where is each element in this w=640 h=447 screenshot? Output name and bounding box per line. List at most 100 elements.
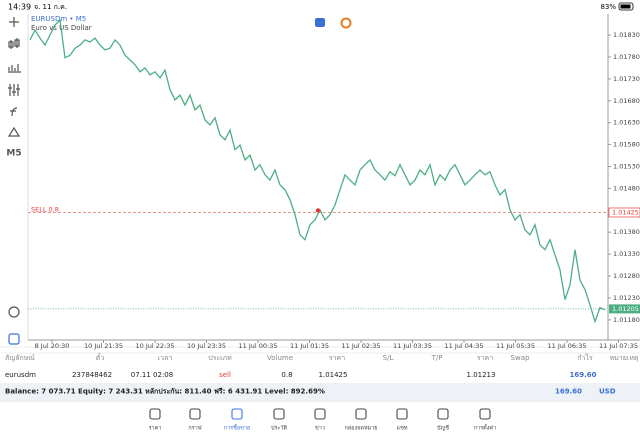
tab-icon [149,408,161,420]
table-header: กำไร [577,353,593,362]
tab-label: ข่าว [315,426,325,432]
tab-icon [355,408,367,420]
tab-icon [273,408,285,420]
signal-icon[interactable] [315,18,325,27]
chart-symbol: EURUSDm • M5 [31,15,86,23]
y-tick-label: 1.01580 [613,141,640,149]
timeframe[interactable]: M5 [6,149,21,159]
objects-icon[interactable] [7,126,21,137]
y-tick-label: 1.01480 [613,184,640,192]
table-header: Volume [267,354,293,362]
tab-label: บัญชี [437,425,449,432]
tab[interactable]: บัญชี [437,408,449,432]
tab[interactable]: ข่าว [314,408,326,432]
table-header: เวลา [158,354,173,362]
order-label: SELL 0.8 [31,205,59,213]
table-header: หมายเหตุ [610,354,639,362]
tab-icon [396,408,408,420]
crosshair-icon[interactable] [9,17,19,27]
tab[interactable]: แชท [396,408,408,432]
y-tick-label: 1.01530 [613,162,640,170]
y-tick-label: 1.01280 [613,272,640,280]
tab[interactable]: ราคา [149,408,162,432]
tab-icon [437,408,449,420]
y-tick-label: 1.01230 [613,294,640,302]
table-header: ราคา [329,354,345,362]
trade-icon[interactable] [8,333,20,345]
tab[interactable]: การตั้งค่า [474,408,496,432]
y-tick-label: 1.01730 [613,75,640,83]
balance-bar [0,383,640,400]
x-tick-label: 10 Jul 21:35 [84,342,123,350]
tab-label: ประวัติ [271,425,287,432]
table-header: Swap [511,354,530,362]
table-cell: 1.01425 [319,371,348,379]
tab-label: กล่องจดหมาย [344,426,377,432]
function-icon[interactable] [10,107,18,117]
x-tick-label: 11 Jul 00:35 [239,342,278,350]
table-cell: 169.60 [569,371,596,379]
x-tick-label: 8 Jul 20:30 [35,342,70,350]
x-tick-label: 11 Jul 07:35 [599,342,638,350]
x-tick-label: 11 Jul 06:35 [548,342,587,350]
tab[interactable]: การซื้อขาย [224,408,250,432]
status-battery: 83% [600,3,616,11]
tab-label: ราคา [149,426,162,432]
table-header: สัญลักษณ์ [5,354,35,362]
settings-icon[interactable] [8,84,20,96]
x-tick-label: 11 Jul 05:35 [496,342,535,350]
quote-icon[interactable] [340,17,352,29]
current-price-box [609,304,640,314]
table-cell: 0.8 [281,371,292,379]
chart-type-icon[interactable] [8,38,20,49]
y-tick-label: 1.01330 [613,250,640,258]
table-header: S/L [383,354,394,362]
tab-icon [231,408,243,420]
table-header: T/P [431,354,443,362]
table-cell: eurusdm [5,371,36,379]
y-tick-label: 1.01830 [613,31,640,39]
tab[interactable]: กราฟ [188,408,202,432]
tab-icon [479,408,491,420]
status-date: จ. 11 ก.ค. [34,3,67,11]
tab-label: การซื้อขาย [224,424,250,432]
tab-icon [189,408,201,420]
battery-icon [618,2,634,11]
left-toolbar [7,17,21,345]
indicator-icon[interactable] [8,64,21,73]
tab-label: การตั้งค่า [474,424,496,432]
table-cell: 07.11 02:08 [131,371,173,379]
table-header: ราคา [477,354,493,362]
balance-profit: 169.60 [555,388,582,396]
x-tick-label: 11 Jul 01:35 [290,342,329,350]
table-header: ตั๋ว [96,353,105,362]
table-cell: 1.01213 [467,371,496,379]
price-line [29,18,606,324]
y-tick-label: 1.01680 [613,97,640,105]
battery-level [620,4,631,9]
status-time: 14:39 [8,3,31,12]
oneclick-icon[interactable] [8,306,20,318]
table-header: ประเภท [208,354,232,362]
x-tick-label: 11 Jul 03:35 [393,342,432,350]
balance-currency: USD [599,388,616,396]
tab[interactable]: ประวัติ [271,408,287,432]
x-tick-label: 10 Jul 22:35 [136,342,175,350]
order-price-box [608,207,640,218]
y-tick-label: 1.01630 [613,119,640,127]
table-cell: sell [219,371,231,379]
order-price-label: 1.01425 [612,208,639,216]
tab-icon [314,408,326,420]
y-tick-label: 1.01380 [613,228,640,236]
tab-label: แชท [397,425,408,432]
y-tick-label: 1.01180 [613,316,640,324]
tab-label: กราฟ [188,425,201,432]
current-price-label: 1.01205 [612,305,639,313]
tab[interactable]: กล่องจดหมาย [344,408,378,432]
order-marker [315,208,321,213]
x-tick-label: 11 Jul 04:35 [445,342,484,350]
x-tick-label: 11 Jul 02:35 [342,342,381,350]
table-cell: 237848462 [72,371,112,379]
